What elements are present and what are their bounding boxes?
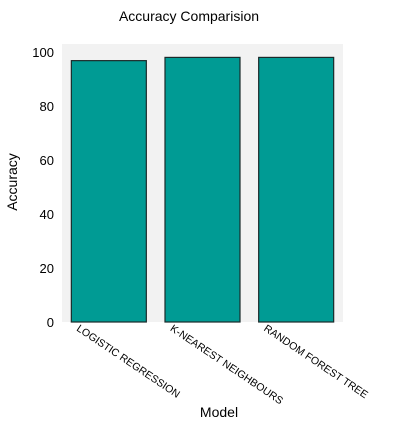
y-tick-label: 60 (40, 153, 54, 168)
chart-title: Accuracy Comparision (119, 8, 259, 24)
bar (258, 56, 335, 323)
y-tick-label: 80 (40, 99, 54, 114)
y-tick-label: 100 (32, 45, 54, 60)
bar (164, 56, 241, 323)
y-tick-label: 20 (40, 261, 54, 276)
y-tick-label: 0 (47, 315, 54, 330)
x-tick-label: LOGISTIC REGRESSION (74, 323, 182, 401)
bar-series (70, 56, 335, 323)
x-tick-label: RANDOM FOREST TREE (261, 323, 369, 402)
bar (70, 60, 147, 323)
x-axis-label: Model (200, 404, 238, 420)
y-tick-label: 40 (40, 207, 54, 222)
y-axis-ticks: 0 20 40 60 80 100 (32, 45, 54, 330)
y-axis-label: Accuracy (4, 153, 20, 211)
